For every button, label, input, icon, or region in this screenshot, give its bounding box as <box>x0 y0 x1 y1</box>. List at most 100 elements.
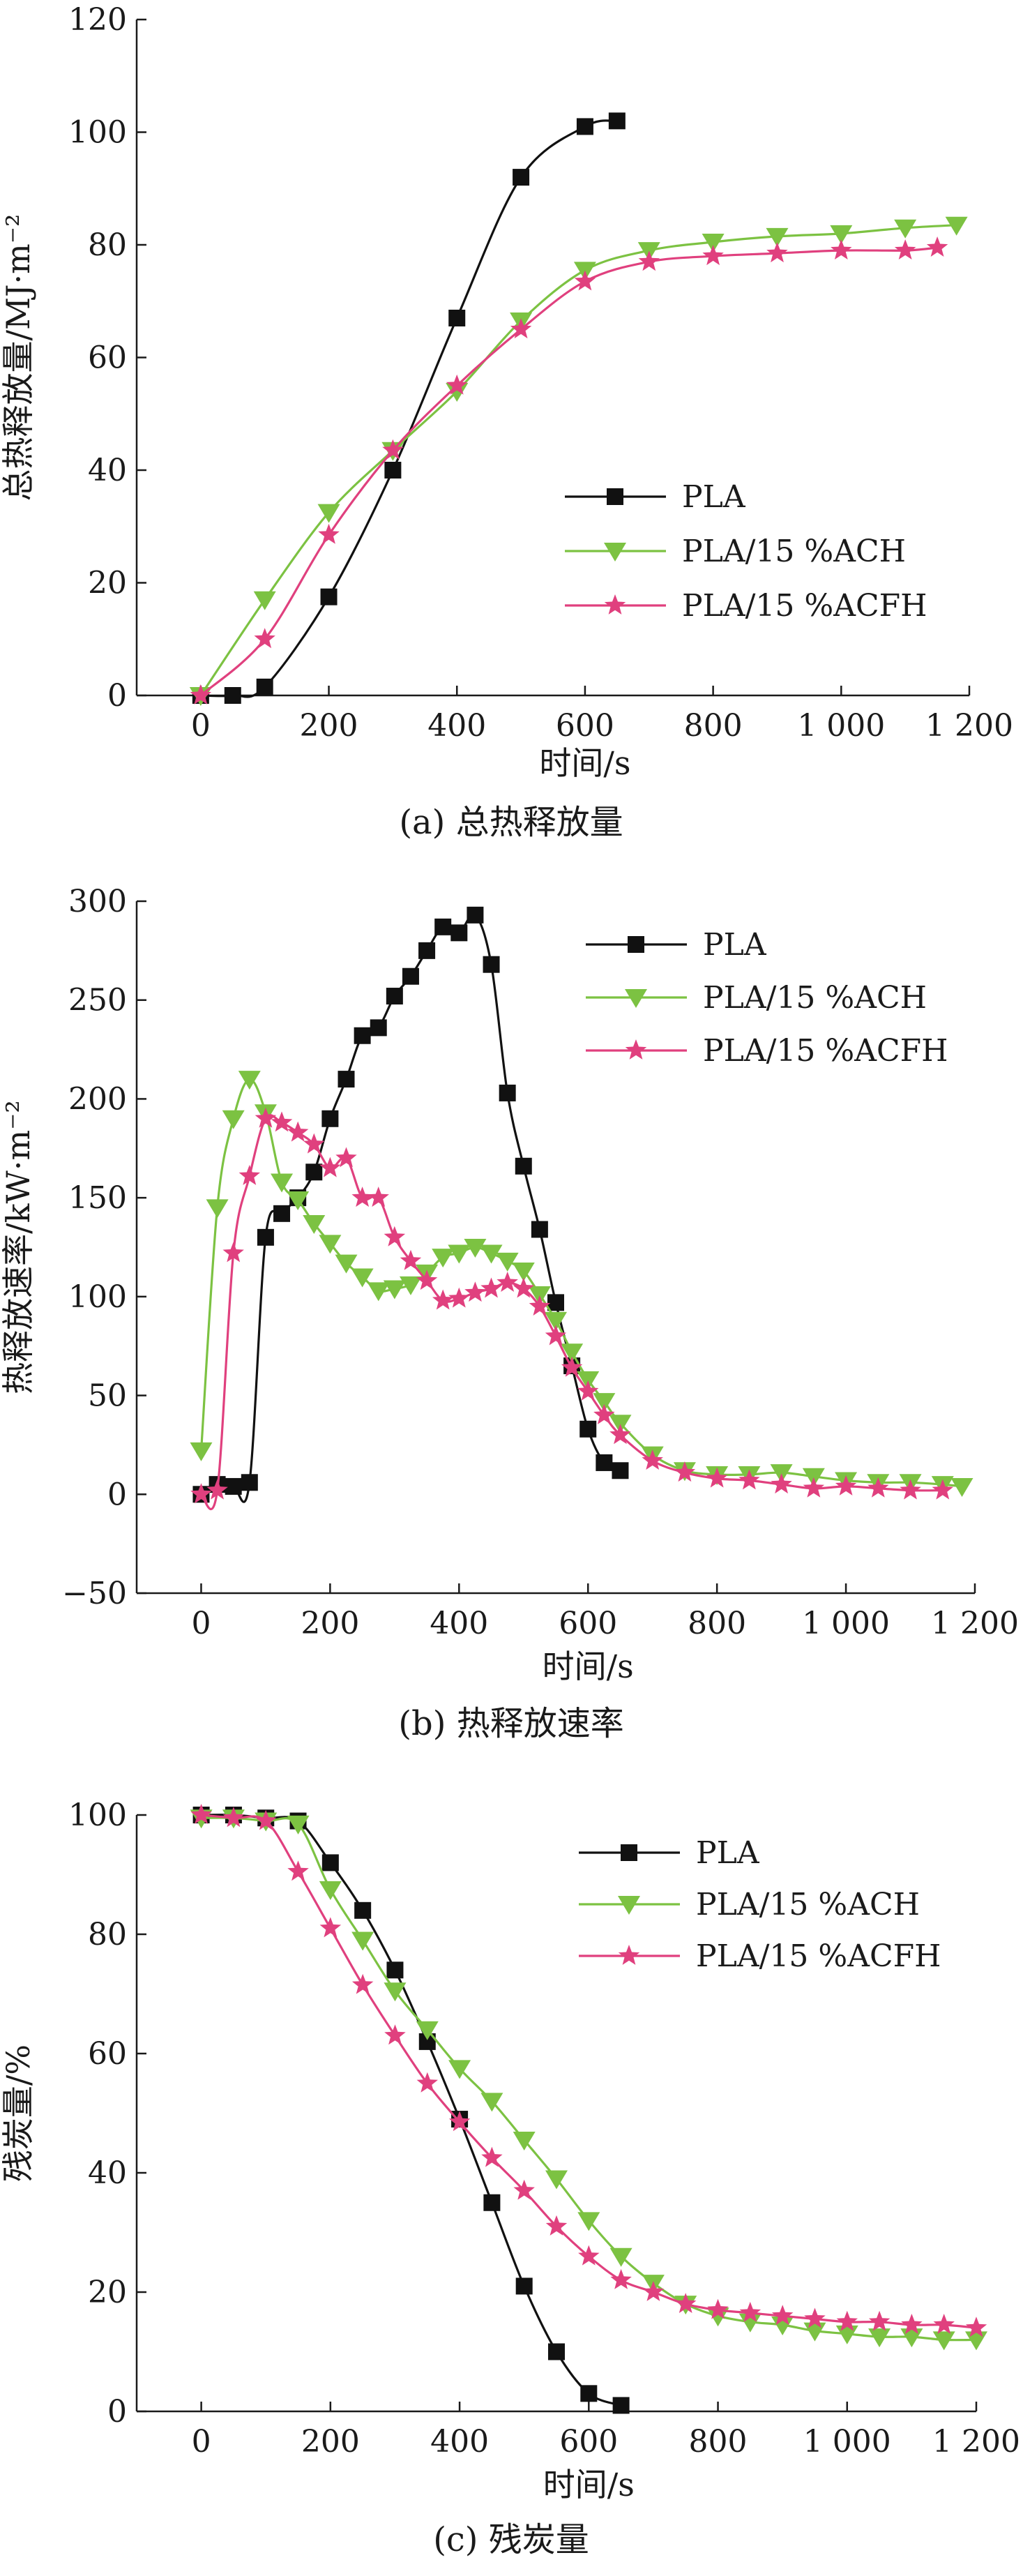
data-point <box>287 1121 309 1142</box>
data-point <box>320 588 338 605</box>
data-point <box>642 1449 663 1470</box>
data-point <box>497 1272 518 1292</box>
data-point <box>702 245 724 266</box>
data-point <box>545 2215 568 2236</box>
data-point <box>578 2245 600 2266</box>
legend-marker <box>625 989 647 1008</box>
data-point <box>510 318 532 339</box>
y-tick-label: 100 <box>68 1798 127 1833</box>
data-point <box>933 2314 955 2334</box>
legend-item-pla-15-ach: PLA/15 %ACH <box>565 534 906 569</box>
data-point <box>254 628 275 649</box>
legend-item-pla-15-acfh: PLA/15 %ACFH <box>565 588 927 624</box>
data-point <box>706 2307 729 2327</box>
series-pla <box>192 112 626 704</box>
data-point <box>513 2179 535 2200</box>
data-point <box>384 2024 406 2045</box>
legend-marker <box>607 488 623 505</box>
data-point <box>434 918 452 935</box>
data-point <box>480 1277 502 1298</box>
data-point <box>303 1133 325 1154</box>
series-pla-15-acfh <box>190 236 948 705</box>
data-point <box>576 118 593 135</box>
data-point <box>561 1343 584 1363</box>
series-line <box>199 224 958 697</box>
y-tick-label: 250 <box>68 983 127 1018</box>
data-point <box>303 1214 326 1234</box>
data-point <box>577 1380 599 1401</box>
y-tick-label: 60 <box>88 340 127 376</box>
data-point <box>480 2093 503 2112</box>
data-point <box>675 2293 697 2313</box>
data-point <box>224 687 241 704</box>
legend-item-pla-15-acfh: PLA/15 %ACFH <box>586 1033 948 1069</box>
legend-marker <box>621 1844 637 1861</box>
data-point <box>835 1475 857 1496</box>
data-point <box>900 1479 921 1500</box>
data-point <box>432 1249 455 1268</box>
data-point <box>483 2194 501 2211</box>
chart-caption: (c) 残炭量 <box>433 2520 589 2559</box>
chart-total-heat-release: 0 20 40 60 80 100 120 0 200 400 600 800 1 000 1 200 时间… <box>0 2 1013 842</box>
data-point <box>273 1205 291 1222</box>
series-pla <box>192 1807 630 2414</box>
y-tick-label: 60 <box>88 2036 127 2072</box>
data-point <box>771 2305 794 2326</box>
data-point <box>354 1027 371 1044</box>
data-point <box>253 591 276 610</box>
y-tick-label: 0 <box>107 1477 127 1512</box>
legend-item-pla: PLA <box>565 479 746 515</box>
data-point <box>610 2268 632 2289</box>
x-tick-label: 1 000 <box>797 708 885 744</box>
data-point <box>222 1242 244 1263</box>
data-point <box>287 1815 310 1835</box>
x-tick-label: 200 <box>301 2424 360 2460</box>
data-point <box>255 1809 277 1830</box>
data-point <box>738 2313 761 2333</box>
series-line <box>199 246 939 697</box>
series-line <box>199 913 622 1503</box>
data-point <box>868 2328 891 2348</box>
x-tick-label: 600 <box>556 708 614 744</box>
data-point <box>545 2170 568 2190</box>
data-point <box>448 2111 471 2132</box>
data-point <box>351 1187 373 1207</box>
data-point <box>257 1228 274 1246</box>
legend-item-pla-15-ach: PLA/15 %ACH <box>579 1887 920 1922</box>
chart-caption: (a) 总热释放量 <box>399 803 623 842</box>
data-point <box>190 1483 212 1504</box>
data-point <box>335 1147 357 1168</box>
data-point <box>926 236 948 257</box>
data-point <box>766 242 788 263</box>
x-axis-title: 时间/s <box>543 1648 634 1685</box>
data-point <box>383 1280 406 1300</box>
x-tick-label: 0 <box>191 708 211 744</box>
data-point <box>190 1442 213 1461</box>
y-tick-label: 100 <box>68 1279 127 1315</box>
data-point <box>222 1110 245 1129</box>
y-tick-label: 100 <box>68 115 127 151</box>
data-point <box>593 1403 615 1424</box>
data-point <box>804 2307 826 2328</box>
data-point <box>513 169 530 186</box>
data-point <box>416 2021 439 2040</box>
data-point <box>545 1311 567 1331</box>
data-point <box>354 1901 372 1919</box>
data-point <box>305 1163 323 1181</box>
data-point <box>945 216 968 236</box>
legend: PLA PLA/15 %ACH PLA/15 %ACFH <box>586 927 948 1069</box>
x-tick-label: 0 <box>191 1606 211 1641</box>
x-tick-label: 400 <box>427 708 486 744</box>
legend-label: PLA/15 %ACH <box>703 980 927 1016</box>
data-point <box>593 1393 616 1413</box>
legend-marker <box>618 1896 640 1915</box>
x-tick-label: 800 <box>684 708 743 744</box>
x-tick-label: 400 <box>430 1606 488 1641</box>
data-point <box>402 967 419 985</box>
series-pla-15-acfh <box>190 1804 987 2337</box>
data-point <box>432 1289 454 1310</box>
y-tick-label: 40 <box>88 2155 127 2191</box>
data-point <box>338 1071 355 1088</box>
data-point <box>448 1287 470 1308</box>
